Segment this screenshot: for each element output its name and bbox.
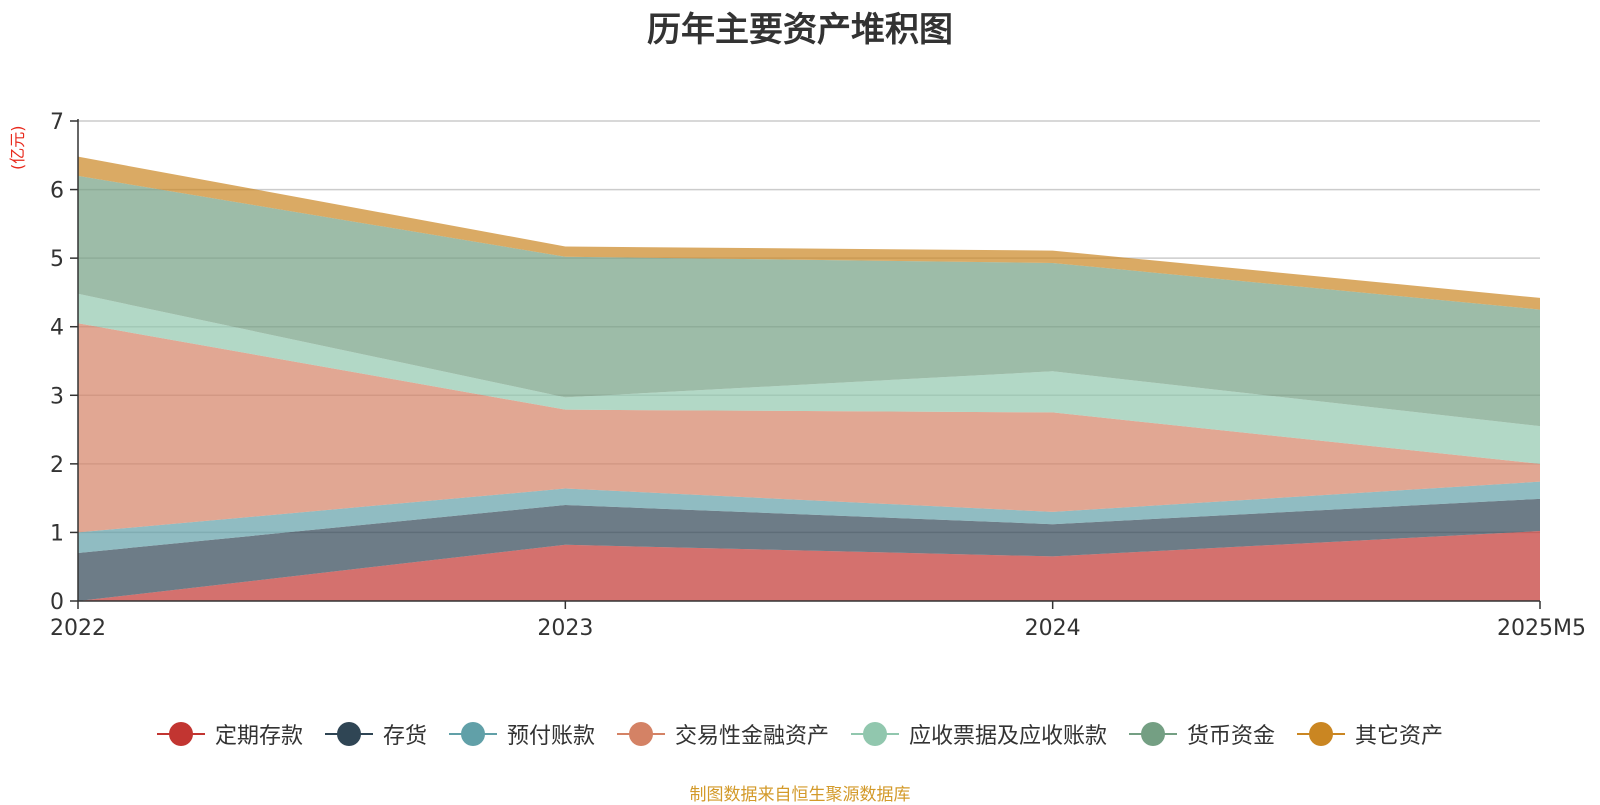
legend-marker-icon (1297, 722, 1346, 746)
area-series-1 (78, 531, 1540, 601)
area-series-7 (78, 156, 1540, 310)
x-tick-label: 2023 (537, 616, 593, 641)
legend-item-3[interactable]: 预付账款 (448, 718, 595, 750)
y-tick-label: 7 (50, 110, 64, 135)
area-series-4 (78, 323, 1540, 533)
legend-marker-icon (616, 722, 665, 746)
y-tick-label: 5 (50, 247, 64, 272)
legend-item-5[interactable]: 应收票据及应收账款 (851, 718, 1107, 750)
legend-label: 预付账款 (506, 724, 595, 749)
legend-label: 存货 (382, 724, 427, 749)
legend-item-6[interactable]: 货币资金 (1129, 718, 1275, 750)
legend-marker-icon (156, 722, 205, 746)
x-tick-label: 2025M5 (1497, 616, 1586, 641)
legend-label: 其它资产 (1355, 724, 1444, 749)
area-series-5 (78, 293, 1540, 464)
chart-title: 历年主要资产堆积图 (647, 10, 953, 50)
stacked-area-chart: 0 1 2 3 4 5 6 7 2022 2023 2024 2025M5 (50, 110, 1586, 641)
y-tick-label: 0 (50, 590, 64, 615)
area-series (78, 156, 1540, 601)
legend-label: 应收票据及应收账款 (909, 724, 1108, 749)
legend-marker-icon (851, 722, 899, 746)
area-series-6 (78, 175, 1540, 427)
legend-item-2[interactable]: 存货 (324, 718, 427, 750)
legend-marker-icon (448, 722, 497, 746)
legend-marker-icon (324, 722, 373, 746)
area-series-2 (78, 498, 1540, 601)
legend-item-1[interactable]: 定期存款 (156, 718, 303, 750)
y-tick-label: 2 (50, 453, 64, 478)
data-source-note: 制图数据来自恒生聚源数据库 (689, 785, 911, 805)
y-tick-label: 6 (50, 179, 64, 204)
x-tick-label: 2024 (1025, 616, 1081, 641)
legend-item-4[interactable]: 交易性金融资产 (616, 718, 829, 750)
y-tick-label: 3 (50, 384, 64, 409)
y-tick-label: 1 (50, 521, 64, 546)
axes: 0 1 2 3 4 5 6 7 2022 2023 2024 2025M5 (50, 110, 1586, 641)
x-tick-label: 2022 (50, 616, 106, 641)
legend-item-7[interactable]: 其它资产 (1297, 718, 1443, 750)
legend-label: 货币资金 (1187, 724, 1276, 749)
legend-label: 定期存款 (214, 724, 303, 749)
area-series-3 (78, 481, 1540, 553)
legend-label: 交易性金融资产 (674, 724, 829, 749)
legend: 定期存款 存货 预付账款 交易性金融资产 应收票据及应收账款 货币资金 其它资产 (0, 718, 1600, 750)
y-tick-label: 4 (50, 316, 64, 341)
legend-marker-icon (1129, 722, 1178, 746)
